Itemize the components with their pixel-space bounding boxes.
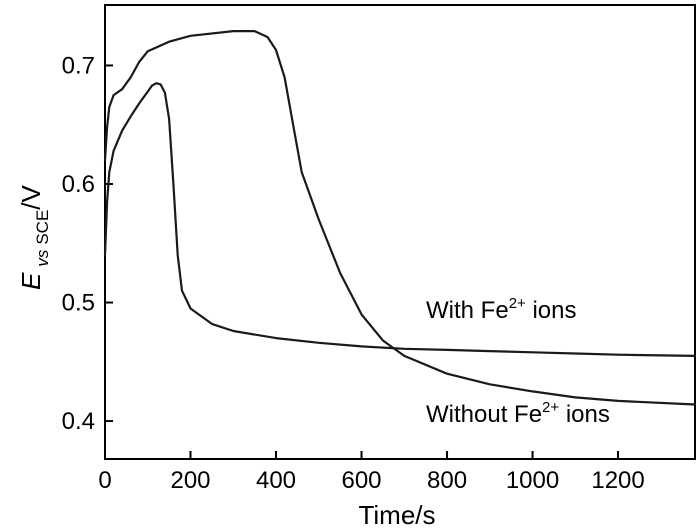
x-tick-label: 1000: [506, 467, 559, 494]
y-tick-label: 0.4: [62, 408, 95, 435]
plot-frame: [104, 4, 696, 460]
x-tick-label: 600: [341, 467, 381, 494]
x-axis-title: Time/s: [358, 500, 435, 529]
y-axis-unit: /V: [16, 184, 46, 209]
y-tick-label: 0.5: [62, 290, 95, 317]
labels: Time/s Evs SCE/V With Fe2+ ions Without Fe2+…: [16, 184, 610, 529]
series-line-0: [103, 82, 697, 357]
x-tick-label: 1200: [591, 467, 644, 494]
y-tick-label: 0.6: [62, 171, 95, 198]
y-axis-title: Evs SCE/V: [16, 184, 52, 290]
y-axis-subscript-ref: SCE: [33, 210, 52, 245]
x-tick-label: 800: [427, 467, 467, 494]
series-group: [103, 30, 697, 406]
ticks: 0 200 400 600 800 1000 1200 0.4 0.5 0.6 0.7: [62, 52, 645, 494]
x-tick-label: 400: [256, 467, 296, 494]
y-axis-subscript-vs: vs: [33, 249, 52, 267]
axes: [104, 4, 696, 460]
series-label-0: With Fe2+ ions: [426, 295, 577, 324]
series-label-1: Without Fe2+ ions: [426, 399, 610, 428]
series-line-1: [103, 30, 697, 406]
y-axis-symbol: E: [16, 272, 46, 290]
x-tick-label: 200: [170, 467, 210, 494]
y-tick-label: 0.7: [62, 52, 95, 79]
x-tick-label: 0: [98, 467, 111, 494]
